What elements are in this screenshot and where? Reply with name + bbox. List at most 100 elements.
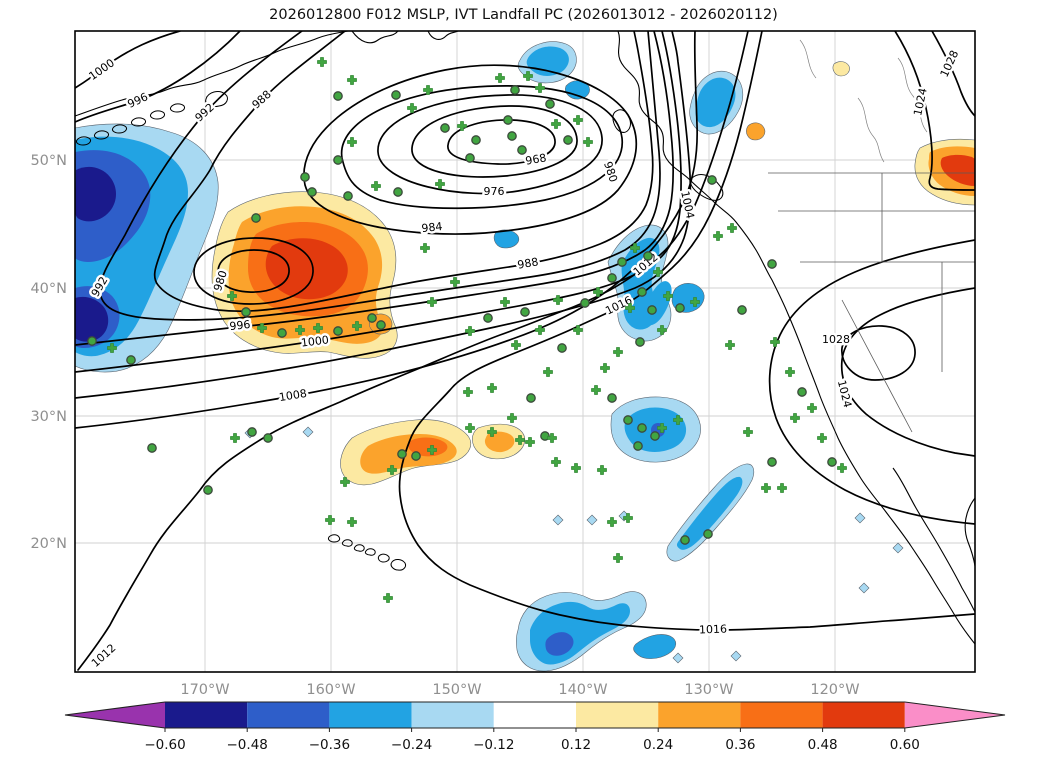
colorbar-tick-label: −0.48 — [227, 737, 268, 753]
mslp-contour-1000 — [75, 31, 181, 89]
pc-marker-plus — [535, 325, 545, 335]
ivt-shading-navy — [75, 296, 109, 342]
pc-marker-plus — [551, 457, 561, 467]
pc-marker-circle — [643, 251, 653, 261]
pc-marker-circle — [635, 337, 645, 347]
pc-marker-plus — [600, 363, 610, 373]
pc-marker-circle — [650, 431, 660, 441]
pc-marker-plus — [593, 287, 603, 297]
pc-marker-plus — [777, 483, 787, 493]
pc-marker-plus — [257, 323, 267, 333]
mslp-contour-1024 — [894, 31, 975, 191]
pc-marker-plus — [495, 73, 505, 83]
colorbar-segment — [247, 702, 330, 728]
pc-marker-plus — [511, 340, 521, 350]
pc-marker-plus — [571, 463, 581, 473]
pc-marker-plus — [465, 326, 475, 336]
pc-marker-circle — [251, 213, 261, 223]
mslp-contour-972 — [411, 105, 578, 178]
lon-tick-label: 120°W — [810, 682, 859, 698]
lon-tick-label: 130°W — [684, 682, 733, 698]
pc-marker-plus — [790, 413, 800, 423]
map-area: 9689769809849809889889929929969961000100… — [75, 31, 975, 672]
ivt-shading-light — [854, 512, 866, 524]
island — [94, 130, 109, 140]
pc-marker-plus — [630, 243, 640, 253]
pc-marker-circle — [393, 187, 403, 197]
pc-marker-plus — [625, 303, 635, 313]
pc-marker-plus — [371, 181, 381, 191]
ivt-shading-orange — [746, 122, 766, 141]
pc-marker-circle — [617, 257, 627, 267]
colorbar-tick-label: −0.24 — [391, 737, 432, 753]
colorbar-segment — [411, 702, 494, 728]
pc-marker-circle — [623, 415, 633, 425]
pc-marker-circle — [797, 387, 807, 397]
contour-label: 1000 — [300, 333, 329, 349]
pc-marker-circle — [300, 172, 310, 182]
pc-marker-circle — [607, 273, 617, 283]
pc-marker-plus — [523, 71, 533, 81]
pc-marker-plus — [690, 297, 700, 307]
pc-marker-plus — [407, 103, 417, 113]
pc-marker-plus — [785, 367, 795, 377]
pc-marker-circle — [507, 131, 517, 141]
colorbar-segment — [165, 702, 248, 728]
pc-marker-circle — [440, 123, 450, 133]
island — [112, 124, 127, 134]
island — [205, 91, 228, 107]
ivt-shading-navy — [75, 166, 116, 222]
mslp-contour-1008 — [75, 31, 698, 429]
mslp-contour-988 — [153, 31, 654, 313]
pc-marker-circle — [465, 153, 475, 163]
pc-marker-circle — [471, 135, 481, 145]
colorbar-tick-label: 0.36 — [725, 737, 755, 753]
pc-marker-plus — [743, 427, 753, 437]
colorbar-segment — [658, 702, 741, 728]
pc-marker-circle — [675, 303, 685, 313]
island — [150, 110, 165, 120]
pc-marker-circle — [510, 85, 520, 95]
contour-label: 988 — [516, 255, 539, 271]
pc-marker-plus — [653, 267, 663, 277]
ivt-shading-red — [265, 238, 348, 300]
colorbar-tick-label: −0.12 — [473, 737, 514, 753]
pc-marker-circle — [767, 259, 777, 269]
mslp-contour-968 — [447, 119, 556, 165]
pc-marker-circle — [607, 393, 617, 403]
pc-marker-circle — [343, 191, 353, 201]
mslp-contour-984 — [303, 64, 638, 235]
pc-marker-circle — [520, 307, 530, 317]
pc-marker-plus — [837, 463, 847, 473]
island — [390, 559, 406, 571]
border-line — [841, 299, 913, 433]
pc-marker-plus — [347, 517, 357, 527]
colorbar-segment — [329, 702, 412, 728]
pc-marker-plus — [435, 179, 445, 189]
mslp-contour-980 — [340, 85, 623, 210]
pc-marker-circle — [545, 99, 555, 109]
lat-tick-label: 20°N — [30, 536, 67, 552]
pc-marker-plus — [673, 415, 683, 425]
lon-tick-label: 170°W — [180, 682, 229, 698]
pc-marker-circle — [680, 535, 690, 545]
pc-marker-plus — [450, 277, 460, 287]
pc-marker-circle — [633, 441, 643, 451]
pc-marker-circle — [307, 187, 317, 197]
ivt-shading-light — [892, 542, 904, 554]
pc-marker-plus — [387, 465, 397, 475]
pc-marker-plus — [295, 325, 305, 335]
island — [364, 548, 376, 556]
ivt-shading-paleyellow — [832, 61, 850, 77]
pc-marker-plus — [427, 445, 437, 455]
pc-marker-plus — [423, 85, 433, 95]
pc-marker-plus — [457, 121, 467, 131]
pc-marker-circle — [277, 328, 287, 338]
ivt-shading-light — [858, 582, 870, 594]
pc-marker-circle — [540, 431, 550, 441]
pc-marker-plus — [535, 83, 545, 93]
pc-marker-circle — [397, 449, 407, 459]
pc-marker-circle — [703, 529, 713, 539]
island — [76, 136, 91, 146]
